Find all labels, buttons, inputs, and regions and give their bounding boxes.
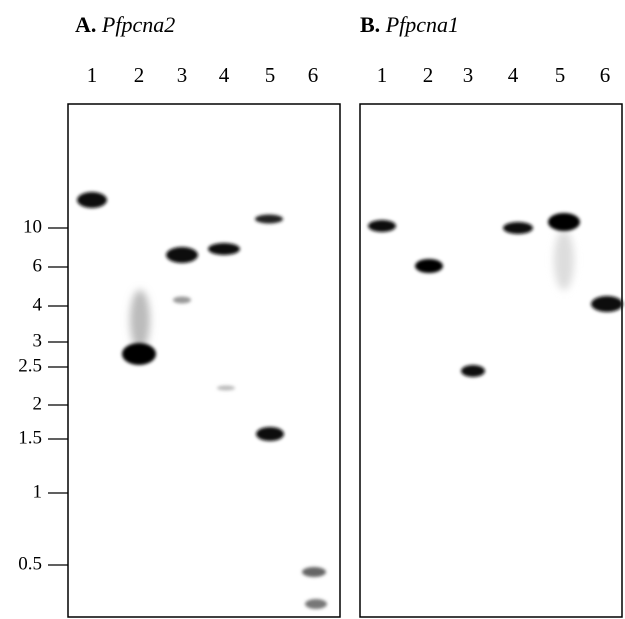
lane-label: 6 — [308, 63, 319, 87]
marker-label: 2.5 — [18, 355, 42, 376]
marker-label: 0.5 — [18, 553, 42, 574]
panel-title: B. Pfpcna1 — [360, 12, 459, 37]
lane-label: 1 — [377, 63, 388, 87]
blot-panel-a — [67, 103, 341, 618]
marker-label: 4 — [33, 294, 43, 315]
lane-label: 4 — [219, 63, 230, 87]
lane-label: 5 — [555, 63, 566, 87]
lane-label: 4 — [508, 63, 519, 87]
band — [548, 213, 580, 231]
band — [77, 192, 107, 208]
marker-label: 2 — [33, 393, 43, 414]
band — [255, 214, 283, 224]
band — [208, 243, 240, 255]
lane-label: 6 — [600, 63, 611, 87]
lane-label: 2 — [134, 63, 145, 87]
band — [122, 343, 156, 365]
smear — [554, 230, 574, 290]
band — [503, 222, 533, 234]
band — [591, 296, 623, 312]
panel-letter: A. — [75, 12, 96, 37]
bands — [77, 192, 623, 609]
lane-label: 3 — [463, 63, 474, 87]
band — [305, 599, 327, 609]
blot-panel-b — [359, 103, 623, 618]
lane-label: 1 — [87, 63, 98, 87]
marker-label: 3 — [33, 330, 43, 351]
marker-label: 1.5 — [18, 427, 42, 448]
band — [461, 365, 485, 377]
band — [256, 427, 284, 441]
panel-title: A. Pfpcna2 — [75, 12, 175, 37]
lane-label: 3 — [177, 63, 188, 87]
band — [302, 567, 326, 577]
gene-name: Pfpcna2 — [101, 12, 175, 37]
panel-letter: B. — [360, 12, 380, 37]
lane-label: 2 — [423, 63, 434, 87]
band — [217, 385, 235, 391]
band — [415, 259, 443, 273]
band — [166, 247, 198, 263]
gene-name: Pfpcna1 — [385, 12, 459, 37]
smear — [130, 290, 150, 350]
marker-label: 1 — [33, 481, 43, 502]
band — [173, 296, 191, 304]
marker-label: 6 — [33, 255, 43, 276]
marker-label: 10 — [23, 216, 42, 237]
lane-label: 5 — [265, 63, 276, 87]
band — [368, 220, 396, 232]
